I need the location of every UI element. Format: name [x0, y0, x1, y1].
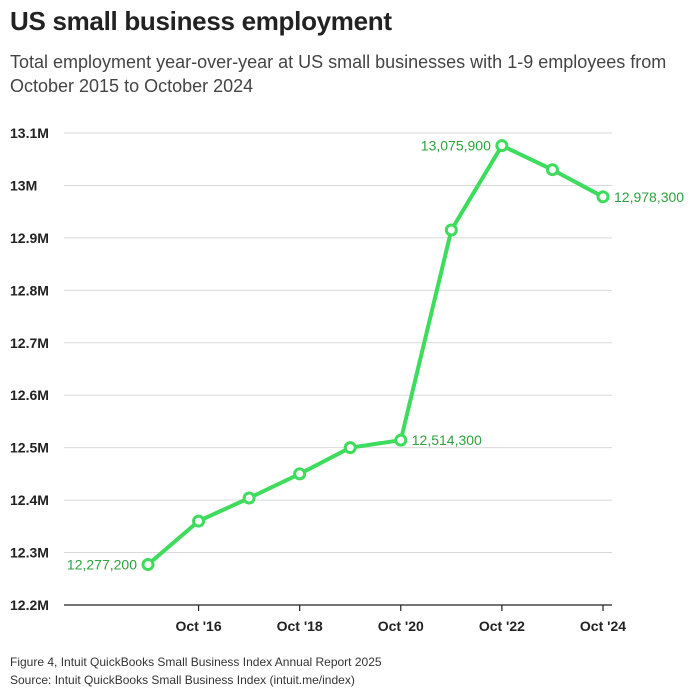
- x-tick-label: Oct '18: [277, 618, 323, 634]
- figure-caption: Figure 4, Intuit QuickBooks Small Busine…: [10, 655, 382, 669]
- y-tick-label: 13.1M: [10, 125, 49, 141]
- y-tick-label: 12.7M: [10, 335, 49, 351]
- data-point: [192, 514, 206, 528]
- data-label: 12,277,200: [67, 557, 137, 573]
- data-point: [343, 441, 357, 455]
- data-point: [596, 190, 610, 204]
- x-tick-label: Oct '20: [378, 618, 424, 634]
- data-label: 13,075,900: [421, 138, 491, 154]
- y-tick-label: 12.8M: [10, 282, 49, 298]
- y-tick-label: 12.3M: [10, 545, 49, 561]
- data-point: [394, 433, 408, 447]
- chart-title: US small business employment: [10, 6, 392, 36]
- data-point: [242, 491, 256, 505]
- x-tick-label: Oct '24: [580, 618, 626, 634]
- chart-subtitle: Total employment year-over-year at US sm…: [10, 52, 667, 96]
- y-tick-label: 12.5M: [10, 440, 49, 456]
- y-tick-label: 12.6M: [10, 387, 49, 403]
- y-tick-label: 12.4M: [10, 492, 49, 508]
- y-tick-label: 12.9M: [10, 230, 49, 246]
- data-label: 12,514,300: [412, 432, 482, 448]
- data-point: [444, 223, 458, 237]
- data-point: [545, 163, 559, 177]
- source-note: Source: Intuit QuickBooks Small Business…: [10, 673, 355, 687]
- series-line: [146, 143, 605, 567]
- data-point: [293, 467, 307, 481]
- x-tick-label: Oct '16: [175, 618, 221, 634]
- line-chart: 13.1M 13M 12.9M 12.8M 12.7M 12.6M 12.5M 12.4M 12…: [10, 125, 684, 634]
- y-tick-label: 12.2M: [10, 597, 49, 613]
- x-tick-label: Oct '22: [479, 618, 525, 634]
- data-point: [141, 558, 155, 572]
- data-label: 12,978,300: [614, 189, 684, 205]
- data-point: [495, 139, 509, 153]
- y-tick-label: 13M: [10, 177, 37, 193]
